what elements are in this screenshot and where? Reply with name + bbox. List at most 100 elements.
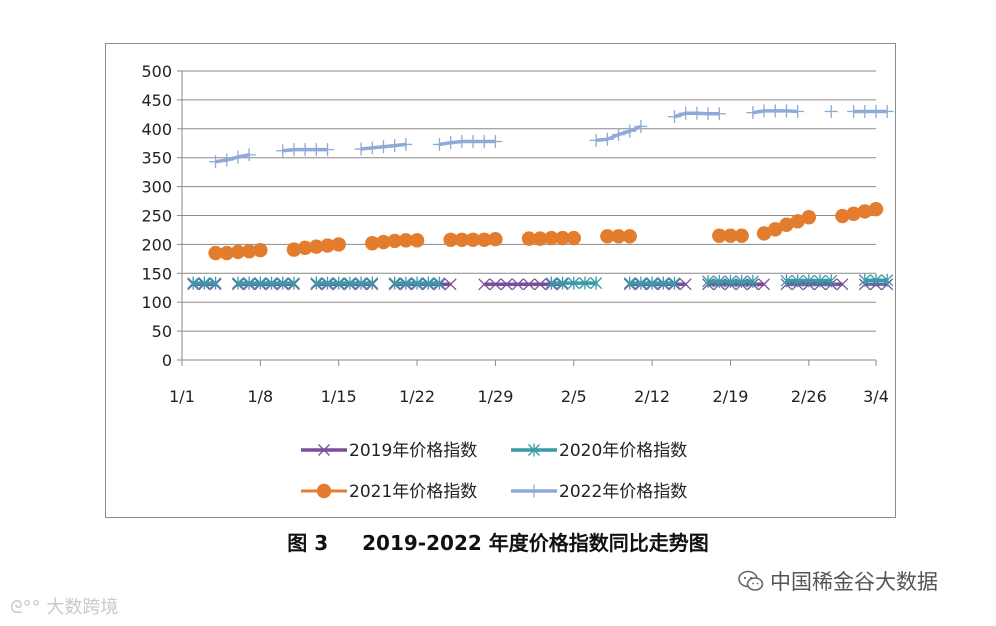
data-point — [208, 245, 223, 261]
data-point — [521, 231, 537, 246]
data-point — [465, 232, 481, 247]
data-point — [511, 278, 524, 291]
data-point — [276, 144, 290, 158]
data-point — [297, 240, 313, 256]
data-point — [746, 274, 759, 288]
data-point — [723, 228, 738, 243]
data-point — [354, 142, 368, 156]
data-point — [321, 276, 334, 290]
data-point — [701, 107, 715, 121]
legend-item: 2021年价格指数 — [301, 482, 477, 502]
data-point — [376, 140, 390, 154]
data-point — [376, 234, 391, 250]
data-point — [209, 276, 222, 290]
data-point — [679, 106, 693, 120]
y-tick-label: 250 — [141, 207, 172, 226]
series-2 — [187, 273, 894, 290]
x-tick-label: 2/26 — [791, 387, 827, 406]
data-point — [253, 242, 268, 258]
x-tick-label: 1/1 — [169, 387, 195, 406]
data-point — [265, 276, 278, 290]
x-tick-label: 2/19 — [713, 387, 749, 406]
legend-marker — [528, 443, 540, 457]
watermark-right: 中国稀金谷大数据 — [738, 566, 938, 596]
data-point — [198, 276, 211, 290]
data-point — [634, 119, 648, 133]
data-point — [355, 276, 368, 290]
data-point — [477, 232, 492, 247]
data-point — [555, 230, 570, 246]
data-point — [230, 244, 246, 260]
y-tick-label: 450 — [141, 91, 172, 110]
data-point — [310, 276, 323, 290]
data-point — [298, 143, 312, 157]
data-point — [824, 104, 838, 118]
data-point — [712, 107, 726, 121]
legend-label: 2022年价格指数 — [559, 482, 687, 502]
data-point — [758, 278, 771, 291]
legend-marker — [318, 444, 330, 456]
data-point — [241, 244, 257, 259]
legend-marker — [527, 484, 541, 498]
x-tick-label: 1/22 — [399, 387, 435, 406]
data-point — [523, 278, 535, 291]
data-point — [399, 276, 412, 290]
data-point — [724, 274, 737, 288]
data-point — [232, 276, 244, 290]
data-point — [768, 222, 783, 237]
data-point — [791, 104, 805, 118]
data-point — [746, 106, 760, 120]
y-tick-label: 100 — [141, 293, 172, 312]
legend-item: 2020年价格指数 — [511, 441, 687, 461]
data-point — [757, 104, 771, 118]
data-point — [477, 135, 491, 149]
data-point — [454, 232, 470, 247]
data-point — [409, 233, 425, 248]
data-point — [780, 274, 793, 288]
data-point — [500, 278, 513, 291]
data-point — [756, 226, 772, 241]
data-point — [544, 230, 559, 246]
data-point — [432, 137, 446, 151]
data-point — [388, 276, 401, 290]
data-point — [444, 278, 457, 291]
data-point — [488, 231, 503, 247]
data-point — [869, 104, 883, 118]
data-point — [768, 104, 782, 118]
data-point — [880, 104, 894, 118]
data-point — [243, 276, 256, 290]
data-point — [443, 232, 458, 247]
legend-label: 2019年价格指数 — [349, 441, 477, 461]
watermark-left-text: 大数跨境 — [46, 597, 119, 618]
data-point — [623, 124, 637, 138]
data-point — [365, 236, 380, 251]
caption-title: 2019-2022 年度价格指数同比走势图 — [362, 531, 709, 555]
legend-label: 2020年价格指数 — [559, 441, 687, 461]
data-point — [532, 231, 548, 246]
data-point — [488, 135, 502, 149]
data-point — [835, 208, 850, 224]
figure-caption: 图 3 2019-2022 年度价格指数同比走势图 — [0, 527, 996, 556]
data-point — [589, 133, 603, 147]
legend-marker — [316, 483, 332, 499]
data-point — [657, 276, 670, 290]
data-point — [242, 148, 256, 162]
data-point — [858, 273, 871, 287]
data-point — [545, 276, 558, 290]
data-point — [634, 276, 647, 290]
data-point — [388, 139, 402, 153]
data-point — [814, 274, 826, 288]
data-point — [801, 210, 817, 225]
data-point — [668, 110, 682, 124]
data-point — [735, 274, 748, 288]
data-point — [343, 276, 356, 290]
data-point — [556, 276, 569, 290]
data-point — [287, 276, 300, 290]
logo-swirl-icon: ᘓ°° — [10, 597, 41, 618]
data-point — [702, 274, 715, 288]
y-tick-label: 200 — [141, 235, 172, 254]
data-point — [398, 233, 414, 248]
data-point — [387, 233, 402, 249]
legend-item: 2022年价格指数 — [511, 482, 687, 502]
data-point — [679, 278, 692, 291]
